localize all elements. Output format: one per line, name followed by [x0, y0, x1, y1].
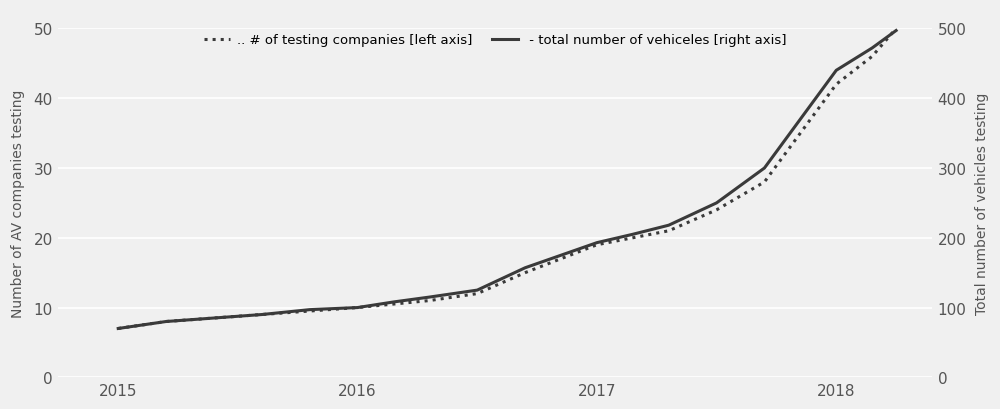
.. # of testing companies [left axis]	[627, 236, 639, 240]
 - total number of vehiceles [right axis]	[304, 308, 316, 312]
.. # of testing companies [left axis]	[160, 319, 172, 324]
Y-axis label: Total number of vehicles testing: Total number of vehicles testing	[975, 92, 989, 314]
.. # of testing companies [left axis]	[471, 292, 483, 297]
.. # of testing companies [left axis]	[830, 83, 842, 88]
 - total number of vehiceles [right axis]	[663, 223, 675, 228]
 - total number of vehiceles [right axis]	[387, 300, 399, 305]
 - total number of vehiceles [right axis]	[471, 288, 483, 293]
 - total number of vehiceles [right axis]	[160, 319, 172, 324]
 - total number of vehiceles [right axis]	[208, 316, 220, 321]
 - total number of vehiceles [right axis]	[256, 312, 268, 317]
 - total number of vehiceles [right axis]	[890, 29, 902, 34]
.. # of testing companies [left axis]	[758, 180, 770, 185]
Line:  - total number of vehiceles [right axis]: - total number of vehiceles [right axis]	[118, 31, 896, 329]
 - total number of vehiceles [right axis]	[112, 326, 124, 331]
 - total number of vehiceles [right axis]	[591, 240, 603, 245]
.. # of testing companies [left axis]	[112, 326, 124, 331]
 - total number of vehiceles [right axis]	[711, 201, 723, 206]
.. # of testing companies [left axis]	[423, 299, 435, 303]
.. # of testing companies [left axis]	[256, 312, 268, 317]
 - total number of vehiceles [right axis]	[830, 69, 842, 74]
 - total number of vehiceles [right axis]	[866, 46, 878, 51]
Line: .. # of testing companies [left axis]: .. # of testing companies [left axis]	[118, 29, 896, 329]
 - total number of vehiceles [right axis]	[758, 166, 770, 171]
Legend: .. # of testing companies [left axis],  - total number of vehiceles [right axis]: .. # of testing companies [left axis], -…	[199, 29, 792, 52]
.. # of testing companies [left axis]	[208, 316, 220, 321]
 - total number of vehiceles [right axis]	[352, 306, 364, 310]
 - total number of vehiceles [right axis]	[627, 232, 639, 237]
.. # of testing companies [left axis]	[352, 306, 364, 310]
.. # of testing companies [left axis]	[519, 270, 531, 275]
 - total number of vehiceles [right axis]	[423, 295, 435, 300]
 - total number of vehiceles [right axis]	[519, 266, 531, 271]
Y-axis label: Number of AV companies testing: Number of AV companies testing	[11, 90, 25, 317]
.. # of testing companies [left axis]	[663, 229, 675, 234]
.. # of testing companies [left axis]	[890, 27, 902, 32]
.. # of testing companies [left axis]	[591, 243, 603, 247]
.. # of testing companies [left axis]	[866, 55, 878, 60]
.. # of testing companies [left axis]	[387, 302, 399, 307]
.. # of testing companies [left axis]	[304, 309, 316, 314]
.. # of testing companies [left axis]	[711, 208, 723, 213]
